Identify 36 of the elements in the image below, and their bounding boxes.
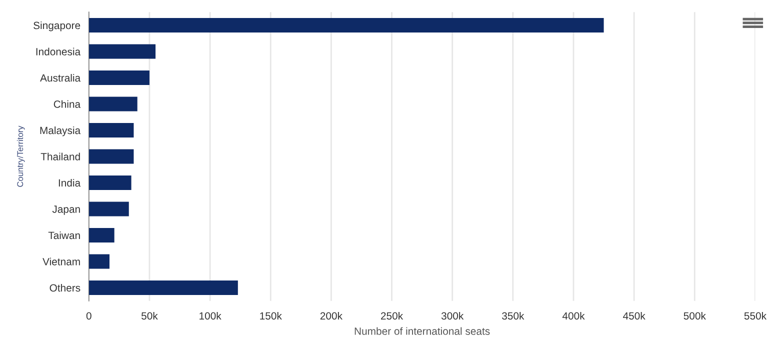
x-tick-label: 300k — [441, 312, 464, 320]
x-tick-label: 200k — [320, 312, 343, 320]
y-tick-label: India — [58, 178, 81, 187]
y-tick-label: Vietnam — [42, 258, 80, 266]
x-tick-label: 400k — [562, 312, 585, 320]
x-tick-label: 50k — [141, 312, 158, 320]
bar — [88, 70, 150, 85]
bar — [88, 44, 156, 59]
y-tick-label: Singapore — [34, 21, 80, 32]
y-tick-label: Thailand — [40, 152, 80, 160]
bar — [88, 228, 114, 242]
x-tick-label: 450k — [623, 312, 646, 320]
x-tick-label: 550k — [744, 312, 767, 320]
y-axis-title: Country/Territory — [16, 126, 25, 187]
bar — [88, 123, 134, 138]
bar — [88, 254, 110, 269]
x-tick-label: 0 — [86, 312, 92, 320]
bar — [88, 176, 132, 190]
x-axis-title: Number of international seats — [354, 327, 490, 335]
bar — [88, 280, 238, 295]
bar — [88, 96, 138, 112]
y-tick-label: Others — [50, 284, 80, 292]
bar — [88, 18, 604, 32]
bar — [88, 202, 129, 216]
y-tick-label: Australia — [40, 74, 81, 82]
bar — [88, 149, 134, 164]
y-tick-label: Taiwan — [48, 231, 80, 240]
y-tick-label: Indonesia — [36, 48, 81, 56]
x-tick-label: 250k — [381, 312, 404, 320]
x-tick-label: 150k — [260, 312, 282, 320]
x-tick-label: 100k — [200, 312, 222, 320]
x-tick-label: 500k — [684, 312, 706, 320]
x-tick-label: 350k — [502, 312, 524, 320]
y-tick-label: Japan — [52, 206, 80, 215]
y-tick-label: China — [54, 100, 81, 108]
y-tick-label: Malaysia — [40, 126, 81, 136]
